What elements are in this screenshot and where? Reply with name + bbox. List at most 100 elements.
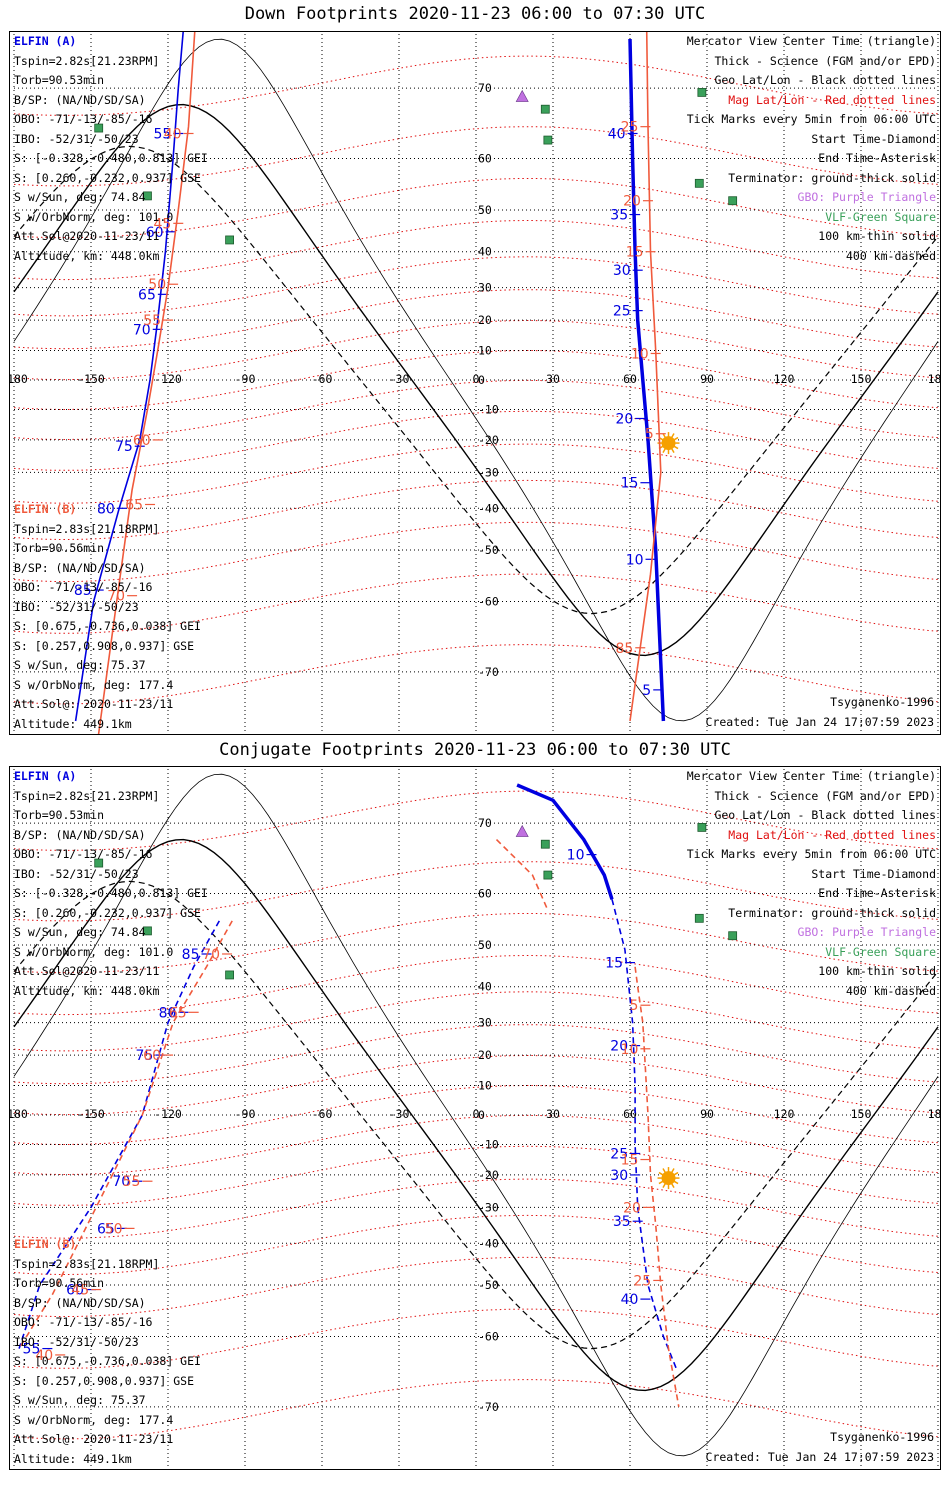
mag-lat-line <box>13 55 939 116</box>
legend-item: Thick - Science (FGM and/or EPD) <box>714 788 936 803</box>
orbit-tick-label: 65 <box>97 1221 115 1237</box>
vlf-square-icon <box>543 135 553 145</box>
lat-tick-label: -30 <box>478 465 499 479</box>
legend-item: VLF-Green Square <box>825 944 936 959</box>
mag-lat-line <box>13 1054 939 1116</box>
terminator-line <box>13 38 939 722</box>
lat-tick-label: 40 <box>478 245 492 259</box>
info-line: Tspin=2.82s[21.23RPM] <box>14 788 160 803</box>
info-line: OBO: -71/-13/-85/-16 <box>14 580 153 594</box>
orbit-tick-label: 50 <box>105 1221 123 1237</box>
model-label: Tsyganenko-1996 <box>830 695 934 709</box>
orbit-tick-label: 20 <box>623 1200 641 1216</box>
info-line: B/SP: (NA/ND/SD/SA) <box>14 827 146 842</box>
mag-lat-line <box>13 256 939 317</box>
vlf-square-icon <box>543 870 553 880</box>
lat-tick-label: 20 <box>478 313 492 327</box>
orbit-tick-label: 15 <box>621 476 639 492</box>
elfin-a-name: ELFIN (A) <box>14 769 77 783</box>
lon-tick-label: 180 <box>928 372 940 386</box>
info-line: Att.Sol@: 2020-11-23/11 <box>14 1432 174 1446</box>
mag-lat-line <box>13 790 939 851</box>
orbit-track <box>18 920 233 1350</box>
orbit-tick-label: 25 <box>621 120 639 136</box>
orbit-tick-label: 75 <box>115 439 133 455</box>
lat-tick-label: 60 <box>478 152 492 166</box>
lon-tick-label: 60 <box>623 372 637 386</box>
orbit-tick-label: 10 <box>631 346 649 362</box>
orbit-tick-label: 35 <box>610 208 628 224</box>
info-line: B/SP: (NA/ND/SD/SA) <box>14 560 146 575</box>
elfin-b-name: ELFIN (B) <box>14 1237 77 1251</box>
lat-tick-label: -20 <box>478 433 499 447</box>
lon-tick-label: -30 <box>389 372 410 386</box>
vlf-square-icon <box>697 88 707 97</box>
info-line: S: [0.675,-0.736,0.038] GEI <box>14 619 201 633</box>
panel-title-conjugate: Conjugate Footprints 2020-11-23 06:00 to… <box>219 740 731 760</box>
info-line: S: [0.675,-0.736,0.038] GEI <box>14 1354 201 1368</box>
orbit-tick-label: 40 <box>35 1348 53 1364</box>
info-line: IBO: -52/31/-50/23 <box>14 599 139 614</box>
mag-lat-line <box>13 991 939 1052</box>
lon-tick-label: -60 <box>312 372 333 386</box>
legend: Mercator View Center Time (triangle) Thi… <box>687 767 936 1001</box>
lon-tick-label: 120 <box>774 1107 795 1121</box>
legend-item: Geo Lat/Lon - Black dotted lines <box>714 808 936 822</box>
orbit-tick-label: 15 <box>621 1153 639 1169</box>
elfin-a-name: ELFIN (A) <box>14 34 77 48</box>
info-line: Altitude: 449.1km <box>14 1451 132 1466</box>
elfin-a-info: ELFIN (A) Tspin=2.82s[21.23RPM] Torb=90.… <box>14 32 208 266</box>
orbit-tick-label: 80 <box>159 1005 177 1021</box>
legend-item: Geo Lat/Lon - Black dotted lines <box>714 73 936 87</box>
lat-tick-label: -40 <box>478 1236 499 1250</box>
orbit-track <box>18 920 220 1349</box>
legend-item: Mercator View Center Time (triangle) <box>686 769 936 783</box>
info-line: Torb=90.53min <box>14 808 105 822</box>
lat-tick-label: 30 <box>478 281 492 295</box>
orbit-tick-label: 15 <box>605 956 623 972</box>
legend-item: Mercator View Center Time (triangle) <box>686 34 936 48</box>
terminator-line <box>13 773 939 1457</box>
orbit-track <box>74 32 184 722</box>
lat-tick-label: 70 <box>478 816 492 830</box>
lat-tick-label: 30 <box>478 1016 492 1030</box>
mag-lat-line <box>13 573 939 634</box>
lat-tick-label: 10 <box>478 344 492 358</box>
orbit-tick-label: 5 <box>642 683 651 699</box>
info-line: S: [0.257,0.908,0.937] GSE <box>14 1373 195 1388</box>
legend: Mercator View Center Time (triangle) Thi… <box>687 32 936 266</box>
lon-tick-label: 90 <box>700 372 714 386</box>
mag-lat-line <box>13 410 939 471</box>
lon-tick-label: 60 <box>623 1107 637 1121</box>
orbit-tick-label: 20 <box>610 1039 628 1055</box>
legend-item: GBO: Purple Triangle <box>797 190 936 204</box>
orbit-tick-label: 25 <box>633 1273 651 1289</box>
info-line: S w/Sun, deg: 75.37 <box>14 1393 146 1407</box>
lon-tick-label: -120 <box>154 372 182 386</box>
info-line: Altitude: 449.1km <box>14 716 132 731</box>
orbit-tick-label: 40 <box>164 126 182 142</box>
info-line: IBO: -52/31/-50/23 <box>14 131 139 146</box>
sun-icon <box>661 1171 676 1186</box>
info-line: S w/OrbNorm, deg: 177.4 <box>14 677 174 692</box>
mag-lat-line <box>13 379 939 441</box>
vlf-square-icon <box>697 823 707 832</box>
lat-tick-label: 0 <box>478 373 485 387</box>
mag-lat-line <box>13 521 939 582</box>
legend-item: Mag Lat/Lon - Red dotted lines <box>728 92 936 107</box>
lon-tick-label: 120 <box>774 372 795 386</box>
mag-lat-line <box>13 1145 939 1206</box>
legend-item: GBO: Purple Triangle <box>797 925 936 939</box>
lat-tick-label: -20 <box>478 1168 499 1182</box>
info-line: S: [-0.328,-0.480,0.813] GEI <box>14 151 208 165</box>
lat-tick-label: 40 <box>478 980 492 994</box>
info-line: S w/Sun, deg: 75.37 <box>14 658 146 672</box>
info-line: Tspin=2.83s[21.18RPM] <box>14 1256 160 1271</box>
info-line: Att.Sol@: 2020-11-23/11 <box>14 697 174 711</box>
info-line: S: [0.257,0.908,0.937] GSE <box>14 638 195 653</box>
orbit-tick-label: 85 <box>182 947 200 963</box>
lon-tick-label: 150 <box>851 1107 872 1121</box>
lat-tick-label: -10 <box>478 1138 499 1152</box>
info-line: S w/Sun, deg: 74.84 <box>14 190 146 204</box>
lat-tick-label: -30 <box>478 1200 499 1214</box>
